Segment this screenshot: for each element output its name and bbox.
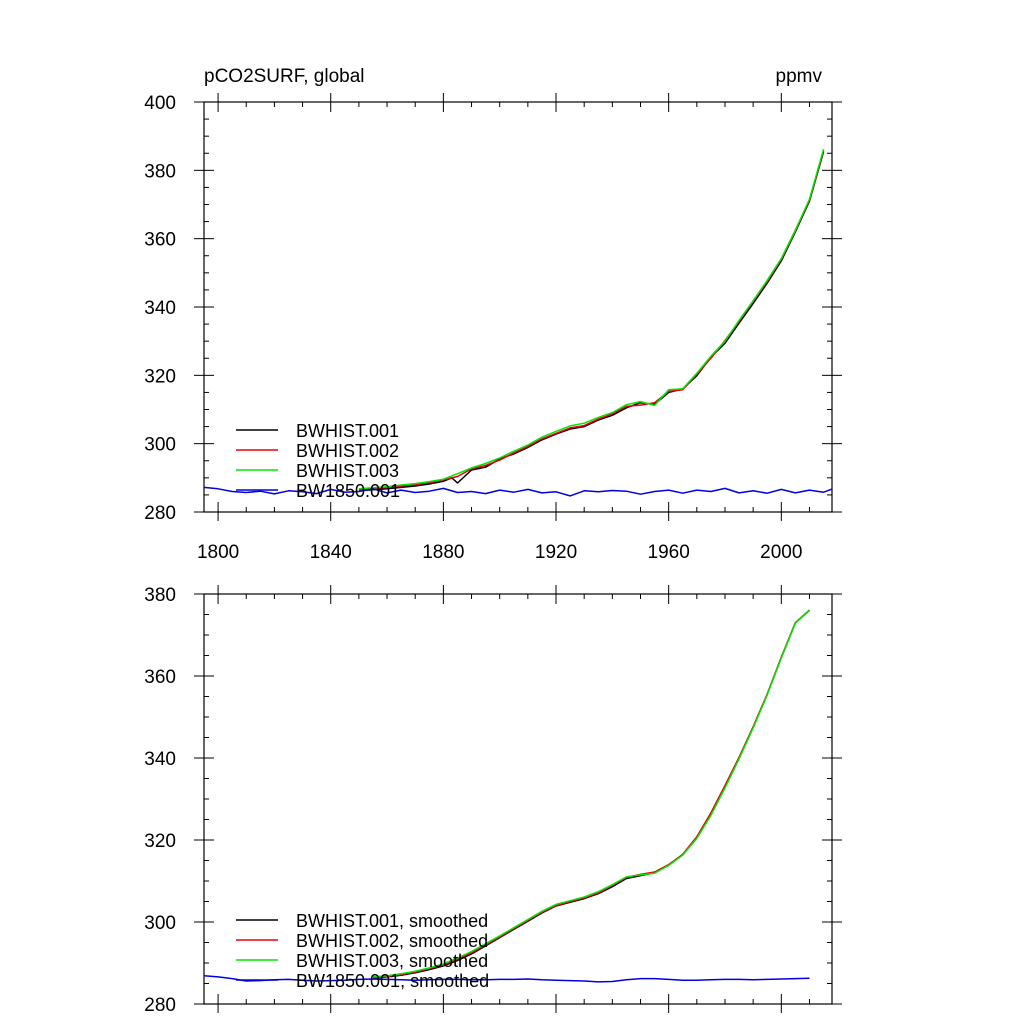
series-line-4	[204, 486, 832, 497]
chart-title: pCO2SURF, global	[204, 66, 365, 87]
y-tick-label: 360	[144, 230, 176, 251]
y-tick-label: 360	[144, 667, 176, 688]
series-line-3	[358, 148, 825, 490]
units-label: ppmv	[776, 66, 823, 87]
legend-label-1: BWHIST.001	[296, 421, 399, 441]
y-tick-label: 300	[144, 435, 176, 456]
legend-label-3: BWHIST.003, smoothed	[296, 951, 488, 971]
y-tick-label: 320	[144, 366, 176, 387]
x-tick-label: 1920	[535, 542, 577, 563]
legend-label-1: BWHIST.001, smoothed	[296, 911, 488, 931]
y-tick-label: 380	[144, 161, 176, 182]
series-line-2	[358, 149, 825, 491]
y-tick-label: 320	[144, 831, 176, 852]
x-tick-label: 1880	[422, 542, 464, 563]
y-tick-label: 380	[144, 585, 176, 606]
y-tick-label: 340	[144, 298, 176, 319]
x-tick-label: 1840	[310, 542, 352, 563]
x-tick-label: 1960	[648, 542, 690, 563]
series-line-2	[372, 609, 811, 979]
series-line-4	[204, 974, 810, 983]
series-line-1	[358, 151, 825, 492]
legend-label-2: BWHIST.002	[296, 441, 399, 461]
y-tick-label: 400	[144, 93, 176, 114]
y-tick-label: 340	[144, 749, 176, 770]
x-tick-label: 1800	[197, 542, 239, 563]
y-tick-label: 300	[144, 913, 176, 934]
chart-panel-1: 1800 1840 1880 1920 1960 2000 280 300 320 340 360 3…	[144, 66, 842, 563]
series-line-3	[372, 609, 811, 978]
legend-label-4: BW1850.001	[296, 481, 400, 501]
y-tick-label: 280	[144, 995, 176, 1016]
x-tick-label: 2000	[760, 542, 802, 563]
legend-label-3: BWHIST.003	[296, 461, 399, 481]
legend-label-2: BWHIST.002, smoothed	[296, 931, 488, 951]
legend-label-4: BW1850.001, smoothed	[296, 971, 489, 991]
y-tick-label: 280	[144, 503, 176, 524]
